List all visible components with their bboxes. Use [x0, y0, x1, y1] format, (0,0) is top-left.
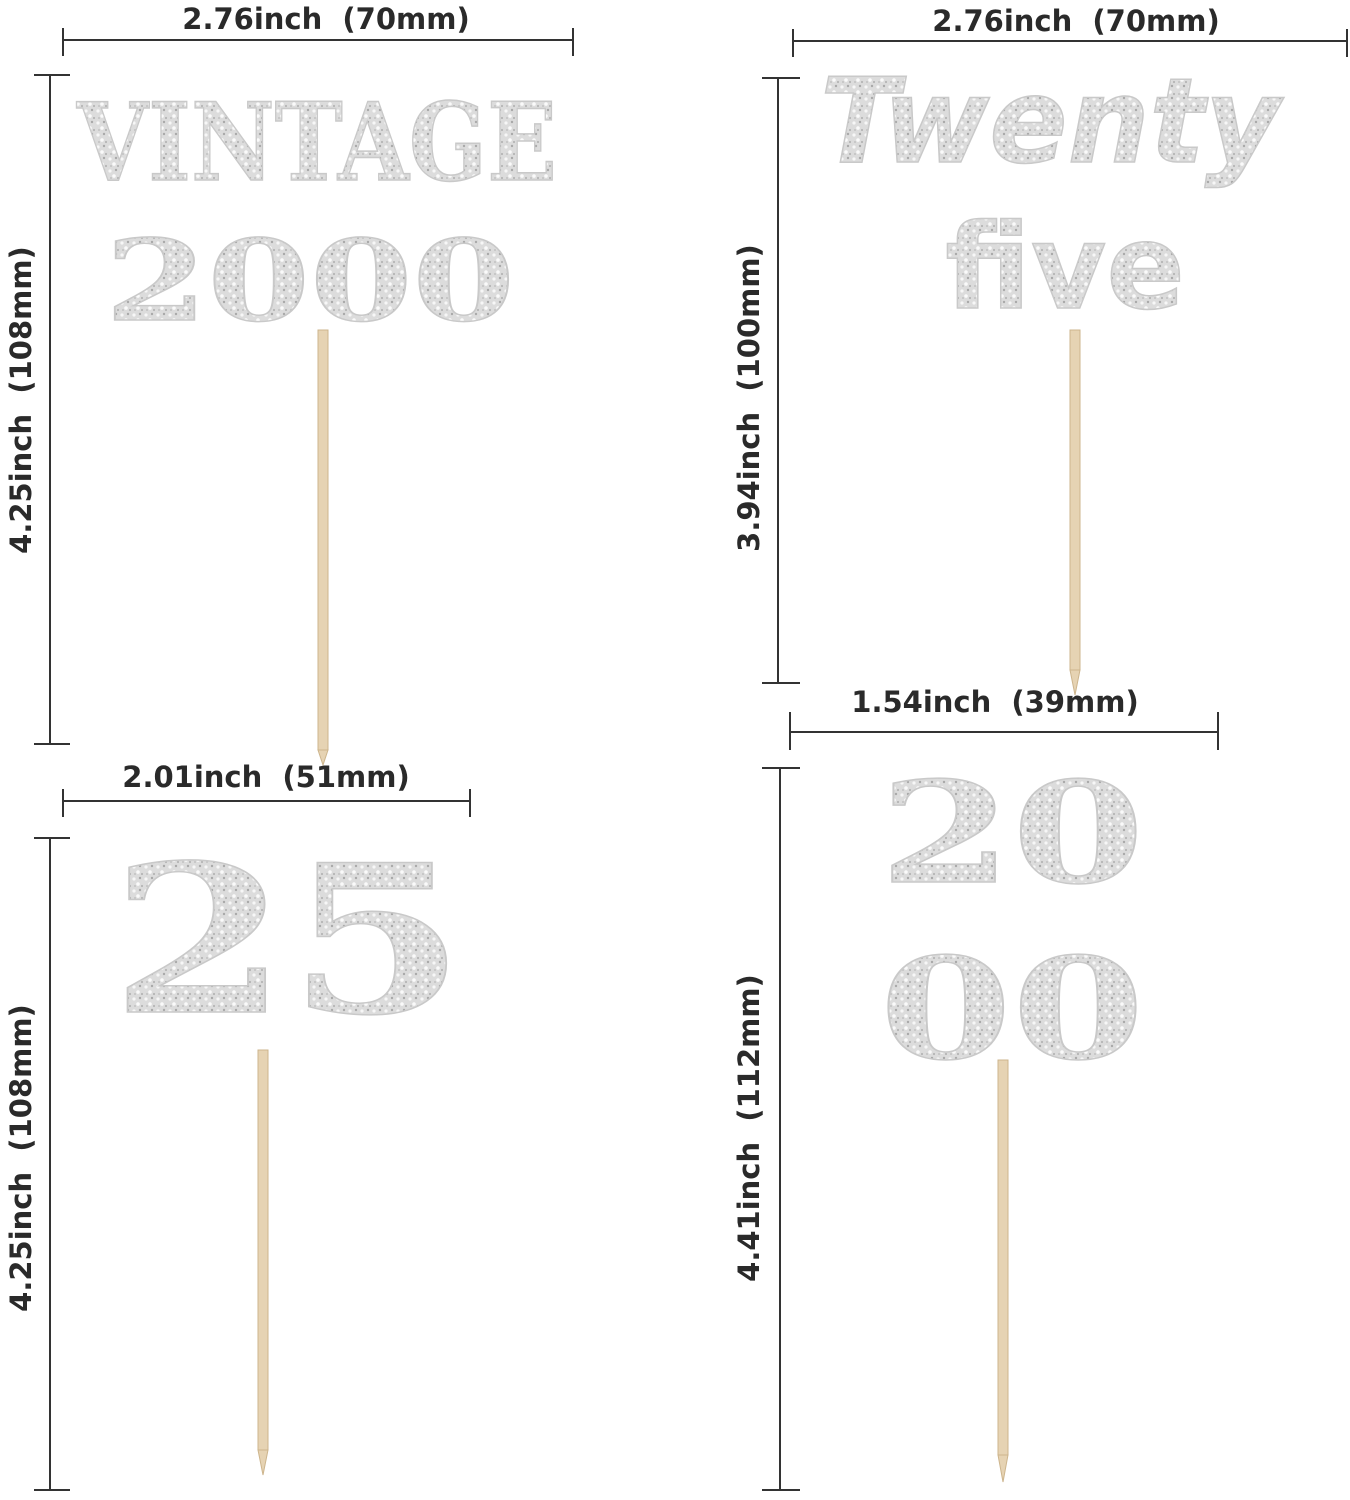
topper-twenty-five: Twenty five: [819, 51, 1285, 337]
height-label: 4.25inch (108mm): [4, 1004, 38, 1312]
topper-text: VINTAGE: [76, 80, 557, 206]
topper-text: 2000: [105, 216, 515, 347]
stick-twenty-five: [1069, 329, 1081, 671]
height-label: 3.94inch (100mm): [732, 244, 766, 552]
width-label: 2.76inch (70mm): [182, 2, 469, 36]
stick-tip: [317, 749, 329, 767]
width-label: 1.54inch (39mm): [851, 685, 1138, 719]
stick-tip: [1069, 669, 1081, 696]
stick-25: [257, 1049, 269, 1451]
height-label: 4.25inch (108mm): [4, 246, 38, 554]
topper-25: 25: [110, 820, 467, 1062]
stick-vintage-2000: [317, 329, 329, 751]
stick-2000-stacked: [997, 1059, 1009, 1456]
topper-vintage-2000: VINTAGE 2000: [75, 79, 557, 348]
width-label: 2.01inch (51mm): [122, 760, 409, 794]
topper-2000-stacked: 20 00: [879, 751, 1146, 1093]
topper-text: 25: [111, 821, 466, 1061]
topper-text: Twenty: [820, 52, 1285, 190]
height-label: 4.41inch (112mm): [732, 974, 766, 1282]
stick-tip: [257, 1449, 269, 1476]
topper-text: 20: [880, 752, 1145, 916]
width-label: 2.76inch (70mm): [932, 4, 1219, 38]
stick-tip: [997, 1454, 1009, 1483]
topper-text: 00: [880, 928, 1145, 1092]
topper-text: five: [945, 198, 1185, 336]
